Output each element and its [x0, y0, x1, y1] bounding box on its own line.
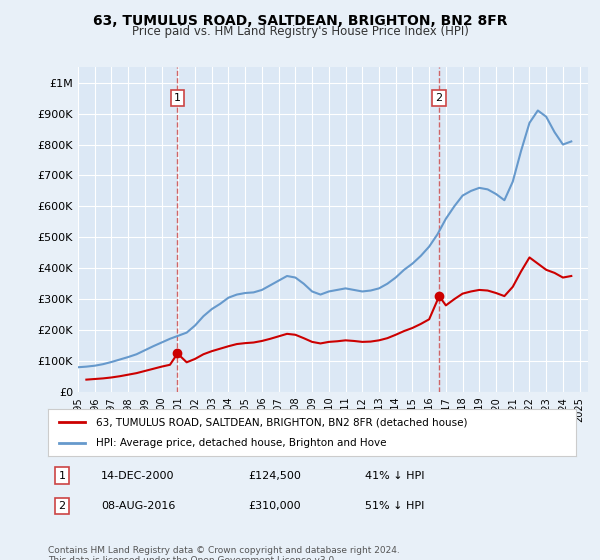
Text: 2: 2: [436, 93, 443, 103]
Text: £310,000: £310,000: [248, 501, 301, 511]
Text: 63, TUMULUS ROAD, SALTDEAN, BRIGHTON, BN2 8FR (detached house): 63, TUMULUS ROAD, SALTDEAN, BRIGHTON, BN…: [95, 417, 467, 427]
Text: Contains HM Land Registry data © Crown copyright and database right 2024.
This d: Contains HM Land Registry data © Crown c…: [48, 546, 400, 560]
Text: 41% ↓ HPI: 41% ↓ HPI: [365, 470, 424, 480]
Text: 08-AUG-2016: 08-AUG-2016: [101, 501, 175, 511]
Text: £124,500: £124,500: [248, 470, 302, 480]
Text: 1: 1: [174, 93, 181, 103]
Text: 14-DEC-2000: 14-DEC-2000: [101, 470, 175, 480]
Text: Price paid vs. HM Land Registry's House Price Index (HPI): Price paid vs. HM Land Registry's House …: [131, 25, 469, 38]
Text: 1: 1: [59, 470, 65, 480]
Text: 51% ↓ HPI: 51% ↓ HPI: [365, 501, 424, 511]
Text: 63, TUMULUS ROAD, SALTDEAN, BRIGHTON, BN2 8FR: 63, TUMULUS ROAD, SALTDEAN, BRIGHTON, BN…: [93, 14, 507, 28]
Text: HPI: Average price, detached house, Brighton and Hove: HPI: Average price, detached house, Brig…: [95, 438, 386, 448]
Text: 2: 2: [59, 501, 65, 511]
